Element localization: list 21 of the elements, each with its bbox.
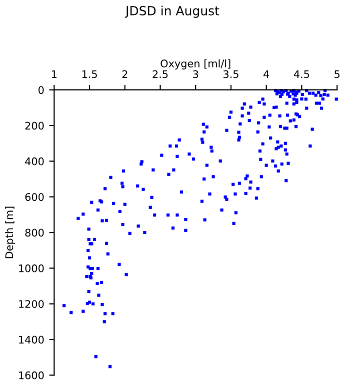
x-tick-label: 2 [122,70,128,78]
x-tick-label: 2.5 [152,70,168,78]
x-tick-label: 4.5 [294,70,310,78]
x-tick-label: 4 [264,70,270,78]
y-tick-label: 1600 [19,371,44,380]
x-tick-label: 3 [193,70,198,78]
x-tick-label: 5 [334,70,340,78]
y-tick-label: 200 [25,122,44,130]
y-tick-label: 800 [25,228,44,237]
x-axis-title: Oxygen [ml/l] [160,59,230,70]
y-tick-label: 400 [25,157,44,166]
x-tick-label: 1.5 [82,70,97,78]
y-axis-title: Depth [m] [5,206,16,258]
x-tick-label: 3.5 [223,70,238,78]
y-tick-label: 1000 [19,264,44,272]
y-tick-label: 1200 [19,300,44,308]
chart-title: JDSD in August [124,6,220,18]
y-tick-label: 1400 [19,336,44,344]
y-tick-label: 600 [25,193,44,201]
y-tick-label: 0 [38,86,44,94]
x-tick-label: 1 [52,70,57,78]
